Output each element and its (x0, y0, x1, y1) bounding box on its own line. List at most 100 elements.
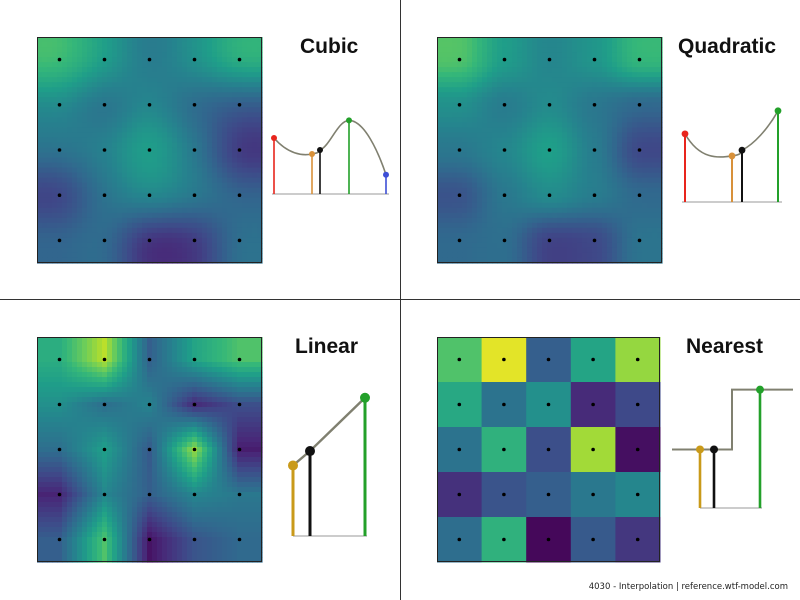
heatmap-pixel (92, 347, 98, 353)
heatmap-pixel (242, 87, 248, 93)
heatmap-pixel (557, 162, 563, 169)
sample-point (192, 148, 197, 152)
heatmap-pixel (252, 397, 258, 403)
heatmap-pixel (122, 142, 128, 149)
heatmap-pixel (207, 147, 213, 154)
heatmap-pixel (652, 227, 658, 234)
heatmap-pixel (547, 122, 553, 128)
heatmap-pixel (172, 237, 178, 244)
heatmap-pixel (212, 157, 218, 164)
heatmap-pixel (172, 187, 178, 194)
sample-marker (309, 151, 315, 157)
heatmap-pixel (492, 102, 498, 108)
heatmap-pixel (452, 122, 458, 128)
heatmap-pixel (652, 97, 658, 103)
heatmap-pixel (152, 377, 158, 383)
heatmap-pixel (67, 252, 73, 259)
heatmap-pixel (192, 187, 198, 194)
heatmap-pixel (647, 82, 653, 88)
heatmap-pixel (457, 202, 463, 209)
heatmap-pixel (157, 42, 163, 48)
heatmap-pixel (162, 377, 168, 383)
heatmap-pixel (232, 172, 238, 179)
heatmap-pixel (187, 227, 193, 234)
heatmap-pixel (657, 112, 663, 118)
heatmap-pixel (562, 72, 568, 78)
heatmap-pixel (197, 172, 203, 179)
heatmap-pixel (72, 372, 78, 378)
heatmap-pixel (632, 92, 638, 98)
heatmap-pixel (142, 257, 148, 264)
heatmap-pixel (537, 182, 543, 189)
heatmap-pixel (587, 137, 593, 144)
heatmap-pixel (137, 187, 143, 194)
heatmap-pixel (237, 367, 243, 373)
heatmap-pixel (242, 192, 248, 199)
heatmap-pixel (157, 252, 163, 259)
heatmap-pixel (42, 157, 48, 164)
heatmap-pixel (182, 147, 188, 154)
heatmap-pixel (187, 67, 193, 73)
heatmap-pixel (542, 117, 548, 123)
heatmap-pixel (627, 207, 633, 214)
heatmap-pixel (612, 122, 618, 128)
heatmap-pixel (132, 82, 138, 88)
heatmap-pixel (182, 62, 188, 68)
heatmap-pixel (502, 127, 508, 134)
heatmap-pixel (472, 187, 478, 194)
heatmap-pixel (477, 167, 483, 174)
heatmap-pixel (192, 77, 198, 83)
heatmap-pixel (162, 337, 168, 343)
heatmap-pixel (137, 207, 143, 214)
heatmap-pixel (37, 97, 43, 103)
heatmap-pixel (232, 177, 238, 184)
heatmap-pixel (652, 207, 658, 214)
heatmap-pixel (247, 422, 253, 428)
heatmap-pixel (502, 37, 508, 43)
heatmap-pixel (472, 72, 478, 78)
heatmap-pixel (82, 387, 88, 393)
heatmap-pixel (617, 57, 623, 63)
heatmap-pixel (237, 132, 243, 139)
heatmap-pixel (132, 87, 138, 93)
heatmap-pixel (227, 427, 233, 433)
heatmap-pixel (202, 407, 208, 413)
heatmap-pixel (232, 402, 238, 408)
heatmap-pixel (242, 247, 248, 254)
heatmap-pixel (502, 117, 508, 123)
heatmap-pixel (82, 192, 88, 199)
heatmap-pixel (252, 47, 258, 53)
heatmap-pixel (527, 47, 533, 53)
heatmap-pixel (607, 162, 613, 169)
heatmap-pixel (532, 147, 538, 154)
heatmap-pixel (482, 237, 488, 244)
heatmap-pixel (457, 42, 463, 48)
heatmap-pixel (172, 162, 178, 169)
heatmap-pixel (97, 252, 103, 259)
heatmap-pixel (82, 57, 88, 63)
heatmap-pixel (107, 67, 113, 73)
heatmap-pixel (207, 407, 213, 413)
heatmap-pixel (152, 212, 158, 219)
heatmap-pixel (442, 122, 448, 128)
heatmap-pixel (257, 357, 263, 363)
heatmap-pixel (477, 197, 483, 204)
heatmap-pixel (62, 77, 68, 83)
heatmap-pixel (652, 57, 658, 63)
heatmap-pixel (232, 52, 238, 58)
heatmap-pixel (442, 227, 448, 234)
heatmap-pixel (67, 162, 73, 169)
heatmap-pixel (52, 37, 58, 43)
heatmap-pixel (102, 152, 108, 159)
heatmap-pixel (97, 72, 103, 78)
heatmap-pixel (67, 202, 73, 209)
heatmap-pixel (147, 257, 153, 264)
heatmap-pixel (502, 52, 508, 58)
heatmap-pixel (477, 212, 483, 219)
heatmap-pixel (632, 177, 638, 184)
heatmap-pixel (147, 142, 153, 149)
heatmap-pixel (162, 412, 168, 418)
heatmap-pixel (202, 252, 208, 259)
heatmap-pixel (152, 397, 158, 403)
heatmap-pixel (512, 237, 518, 244)
